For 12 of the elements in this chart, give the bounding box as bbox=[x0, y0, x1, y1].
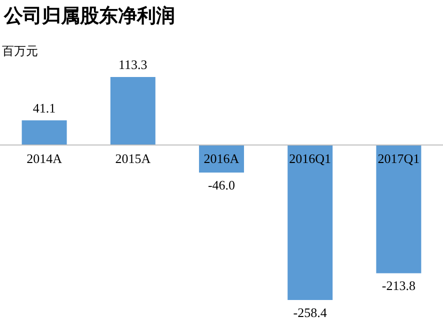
data-label: 41.1 bbox=[32, 100, 56, 116]
x-tick-label: 2015A bbox=[115, 150, 152, 166]
data-label: -46.0 bbox=[208, 178, 236, 193]
x-tick-label: 2016A bbox=[204, 150, 240, 166]
data-label: -258.4 bbox=[293, 305, 328, 320]
data-label: 113.3 bbox=[118, 57, 148, 72]
x-tick-label: 2014A bbox=[26, 150, 63, 166]
x-tick-label: 2016Q1 bbox=[289, 150, 332, 166]
y-axis-title: 百万元 bbox=[2, 44, 38, 58]
data-label: -213.8 bbox=[382, 278, 416, 294]
chart-title: 公司归属股东净利润 bbox=[3, 5, 175, 27]
x-tick-label: 2017Q1 bbox=[378, 150, 420, 166]
